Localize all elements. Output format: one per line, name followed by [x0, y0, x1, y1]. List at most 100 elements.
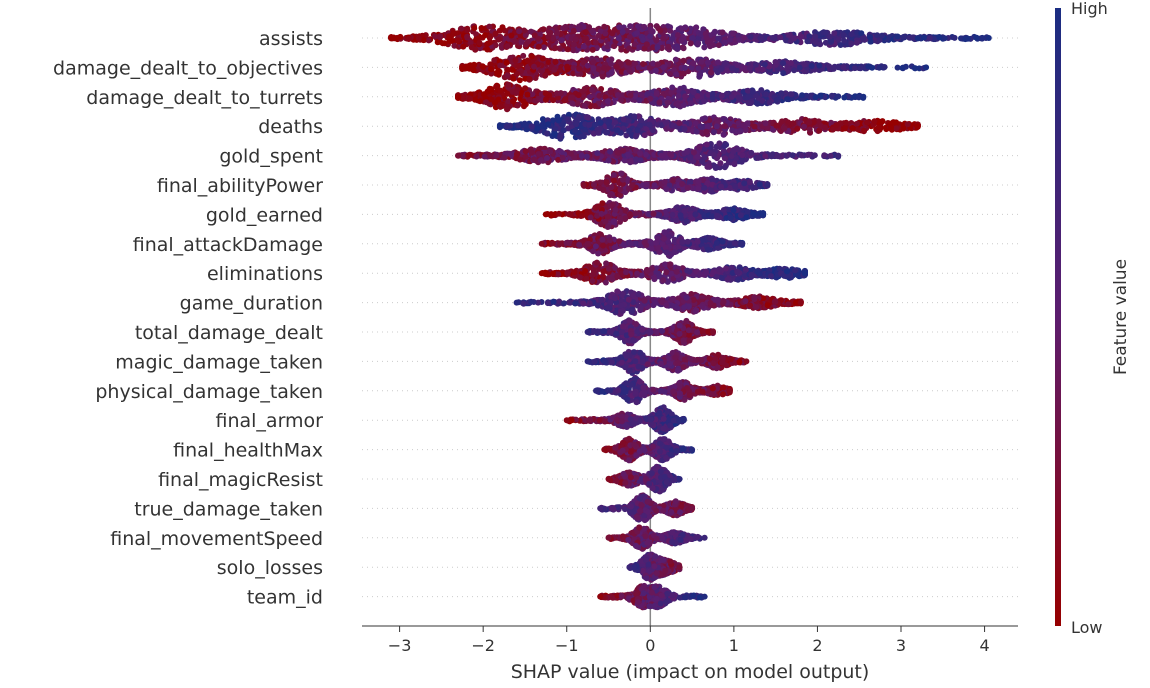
shap-point	[789, 152, 796, 159]
shap-point	[840, 64, 847, 71]
shap-point	[488, 66, 494, 73]
shap-point	[524, 91, 531, 98]
shap-point	[459, 64, 466, 71]
shap-point	[729, 127, 736, 134]
shap-point	[701, 184, 708, 191]
shap-point	[480, 91, 487, 98]
shap-point	[801, 61, 808, 68]
shap-point	[673, 71, 680, 78]
shap-point	[499, 24, 506, 31]
shap-point	[867, 34, 873, 41]
shap-point	[594, 150, 601, 157]
shap-point	[582, 29, 589, 36]
shap-point	[610, 172, 617, 179]
shap-point	[565, 46, 572, 53]
shap-point	[608, 69, 615, 76]
shap-point	[695, 178, 702, 185]
shap-point	[653, 90, 660, 97]
shap-point	[861, 127, 867, 134]
shap-point	[549, 34, 556, 41]
shap-point	[455, 93, 462, 100]
shap-point	[650, 44, 657, 51]
shap-point	[639, 91, 645, 98]
shap-point	[464, 33, 471, 40]
shap-point	[822, 39, 829, 46]
shap-point	[858, 30, 865, 37]
shap-point	[703, 34, 710, 41]
shap-point	[526, 96, 533, 103]
shap-point	[745, 94, 751, 100]
shap-point	[505, 81, 512, 88]
shap-point	[486, 23, 493, 30]
shap-point	[806, 119, 813, 126]
shap-point	[495, 36, 502, 43]
shap-point	[629, 182, 636, 189]
shap-point	[620, 147, 627, 154]
shap-point	[540, 44, 547, 51]
shap-point	[830, 65, 837, 72]
shap-point	[484, 40, 491, 47]
shap-point	[535, 35, 542, 42]
shap-point	[722, 60, 729, 67]
shap-point	[653, 37, 660, 44]
shap-point	[635, 23, 641, 30]
shap-point	[651, 182, 658, 189]
shap-point	[857, 65, 864, 72]
shap-point	[718, 183, 725, 190]
shap-point	[708, 69, 714, 76]
shap-point	[613, 63, 620, 70]
shap-point	[835, 93, 842, 100]
shap-point	[607, 192, 614, 199]
shap-point	[497, 62, 504, 69]
shap-point	[703, 128, 710, 135]
shap-point	[572, 127, 579, 134]
shap-point	[627, 23, 634, 30]
shap-point	[542, 90, 549, 97]
shap-point	[690, 89, 697, 96]
shap-point	[904, 121, 911, 128]
shap-point	[715, 42, 722, 49]
shap-point	[740, 122, 747, 129]
shap-point	[676, 120, 683, 126]
shap-point	[811, 152, 818, 159]
shap-point	[637, 150, 643, 157]
shap-point	[791, 67, 798, 74]
shap-point	[757, 35, 764, 42]
shap-point	[611, 26, 618, 33]
shap-point	[729, 65, 736, 72]
shap-point	[715, 35, 722, 42]
shap-point	[584, 62, 591, 69]
shap-point	[668, 152, 675, 159]
shap-point	[492, 30, 499, 37]
shap-point	[522, 85, 529, 92]
shap-point	[876, 64, 883, 71]
shap-point	[576, 65, 583, 72]
shap-point	[712, 165, 719, 171]
shap-point	[634, 127, 641, 134]
shap-point	[620, 116, 627, 123]
shap-point	[914, 123, 921, 130]
shap-point	[713, 123, 720, 130]
shap-point	[405, 36, 412, 42]
shap-point	[851, 65, 858, 72]
shap-point	[717, 160, 724, 167]
shap-point	[678, 37, 685, 44]
shap-point	[618, 97, 624, 103]
shap-point	[467, 62, 474, 69]
shap-point	[876, 124, 883, 131]
shap-point	[804, 38, 811, 45]
shap-point	[758, 87, 765, 94]
shap-point	[816, 62, 823, 69]
shap-point	[848, 31, 855, 38]
shap-point	[888, 124, 894, 131]
shap-point	[780, 60, 787, 67]
shap-point	[637, 157, 644, 164]
shap-point	[822, 29, 829, 36]
shap-point	[841, 37, 848, 44]
shap-point	[695, 65, 702, 72]
shap-point	[721, 39, 728, 46]
shap-point	[735, 146, 741, 153]
shap-point	[746, 100, 753, 106]
shap-point	[488, 96, 495, 103]
shap-point	[708, 187, 715, 194]
